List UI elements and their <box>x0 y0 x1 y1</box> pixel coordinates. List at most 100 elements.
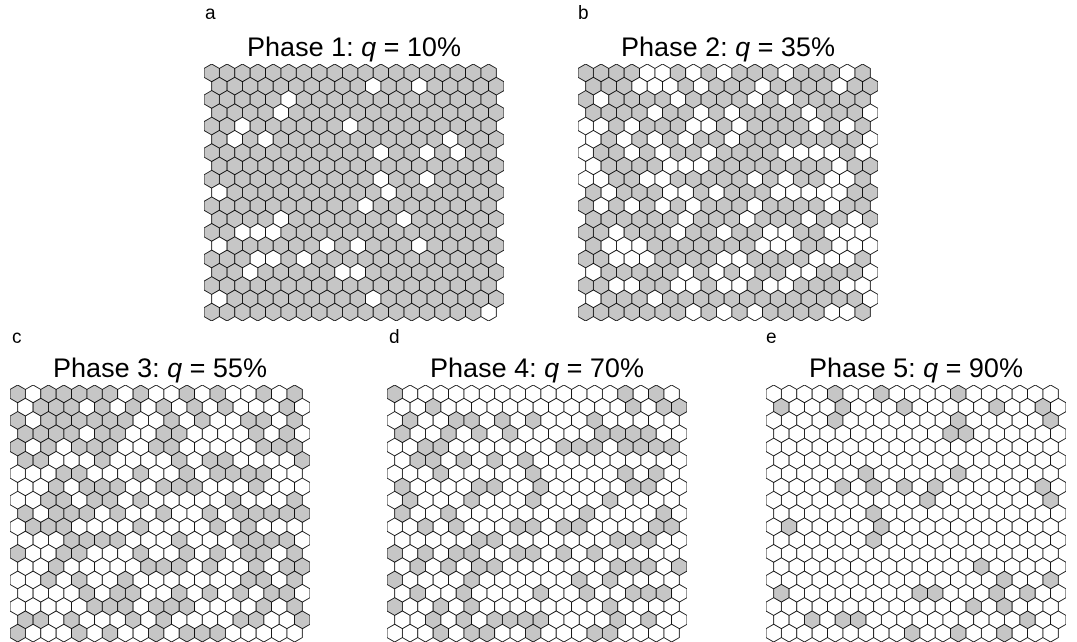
title-prefix: Phase 2: <box>621 32 736 62</box>
empty-cell <box>796 623 813 642</box>
occupied-cell <box>601 623 619 642</box>
empty-cell <box>448 623 465 642</box>
occupied-cell <box>478 623 496 642</box>
empty-cell <box>1011 623 1028 642</box>
empty-cell <box>617 623 634 642</box>
occupied-cell <box>71 623 88 642</box>
panel-letter: a <box>205 3 216 24</box>
occupied-cell <box>639 302 656 321</box>
occupied-cell <box>950 623 967 642</box>
panel-title: Phase 1: q = 10% <box>204 34 504 61</box>
empty-cell <box>117 623 134 642</box>
title-suffix: = 55% <box>182 353 267 383</box>
empty-cell <box>632 623 649 642</box>
occupied-cell <box>101 623 119 642</box>
panel-title: Phase 2: q = 35% <box>578 34 878 61</box>
hex-lattice <box>578 64 878 321</box>
panel-title: Phase 4: q = 70% <box>387 355 687 382</box>
empty-cell <box>1042 623 1059 642</box>
empty-cell <box>685 302 702 321</box>
empty-cell <box>873 623 890 642</box>
empty-cell <box>163 623 180 642</box>
panel-letter: b <box>578 3 589 24</box>
empty-cell <box>746 302 764 321</box>
title-prefix: Phase 3: <box>53 353 168 383</box>
panel-title: Phase 3: q = 55% <box>10 355 310 382</box>
panel-letter: c <box>12 327 22 348</box>
empty-cell <box>509 623 526 642</box>
empty-cell <box>823 302 840 321</box>
hex-lattice <box>766 385 1066 642</box>
occupied-cell <box>403 302 420 321</box>
title-suffix: = 90% <box>938 353 1023 383</box>
title-suffix: = 10% <box>376 32 461 62</box>
title-variable: q <box>544 353 560 383</box>
hex-lattice <box>10 385 310 642</box>
title-variable: q <box>361 32 377 62</box>
empty-cell <box>132 623 149 642</box>
empty-cell <box>839 302 856 321</box>
panel-letter: d <box>389 327 400 348</box>
title-variable: q <box>735 32 751 62</box>
occupied-cell <box>234 302 251 321</box>
empty-cell <box>255 623 272 642</box>
empty-cell <box>766 623 782 642</box>
occupied-cell <box>592 302 610 321</box>
empty-cell <box>55 623 72 642</box>
occupied-cell <box>434 302 451 321</box>
empty-cell <box>286 623 303 642</box>
occupied-cell <box>623 302 640 321</box>
title-variable: q <box>923 353 939 383</box>
empty-cell <box>40 623 57 642</box>
empty-cell <box>401 623 419 642</box>
empty-cell <box>980 623 998 642</box>
empty-cell <box>888 623 905 642</box>
occupied-cell <box>249 302 266 321</box>
empty-cell <box>417 623 434 642</box>
title-prefix: Phase 5: <box>809 353 924 383</box>
occupied-cell <box>265 302 282 321</box>
occupied-cell <box>388 302 405 321</box>
occupied-cell <box>904 623 921 642</box>
occupied-cell <box>178 623 196 642</box>
occupied-cell <box>777 302 794 321</box>
occupied-cell <box>854 302 871 321</box>
empty-cell <box>86 623 103 642</box>
occupied-cell <box>608 302 625 321</box>
occupied-cell <box>148 623 165 642</box>
hex-lattice <box>387 385 687 642</box>
occupied-cell <box>808 302 825 321</box>
occupied-cell <box>194 623 211 642</box>
empty-cell <box>24 623 42 642</box>
title-prefix: Phase 4: <box>430 353 545 383</box>
occupied-cell <box>432 623 449 642</box>
title-suffix: = 35% <box>750 32 835 62</box>
occupied-cell <box>280 302 297 321</box>
empty-cell <box>663 623 680 642</box>
empty-cell <box>780 623 798 642</box>
occupied-cell <box>342 302 359 321</box>
occupied-cell <box>449 302 466 321</box>
occupied-cell <box>762 302 779 321</box>
occupied-cell <box>357 302 374 321</box>
panel-letter: e <box>766 327 777 348</box>
hex-lattice <box>204 64 504 321</box>
occupied-cell <box>326 302 343 321</box>
occupied-cell <box>792 302 810 321</box>
empty-cell <box>387 623 403 642</box>
occupied-cell <box>10 623 26 642</box>
occupied-cell <box>465 302 482 321</box>
empty-cell <box>555 623 573 642</box>
empty-cell <box>965 623 982 642</box>
panel-title: Phase 5: q = 90% <box>766 355 1066 382</box>
title-variable: q <box>167 353 183 383</box>
empty-cell <box>857 623 875 642</box>
empty-cell <box>919 623 936 642</box>
occupied-cell <box>731 302 748 321</box>
empty-cell <box>648 623 665 642</box>
empty-cell <box>934 623 952 642</box>
occupied-cell <box>209 623 226 642</box>
occupied-cell <box>463 623 480 642</box>
empty-cell <box>224 623 242 642</box>
empty-cell <box>480 302 497 321</box>
